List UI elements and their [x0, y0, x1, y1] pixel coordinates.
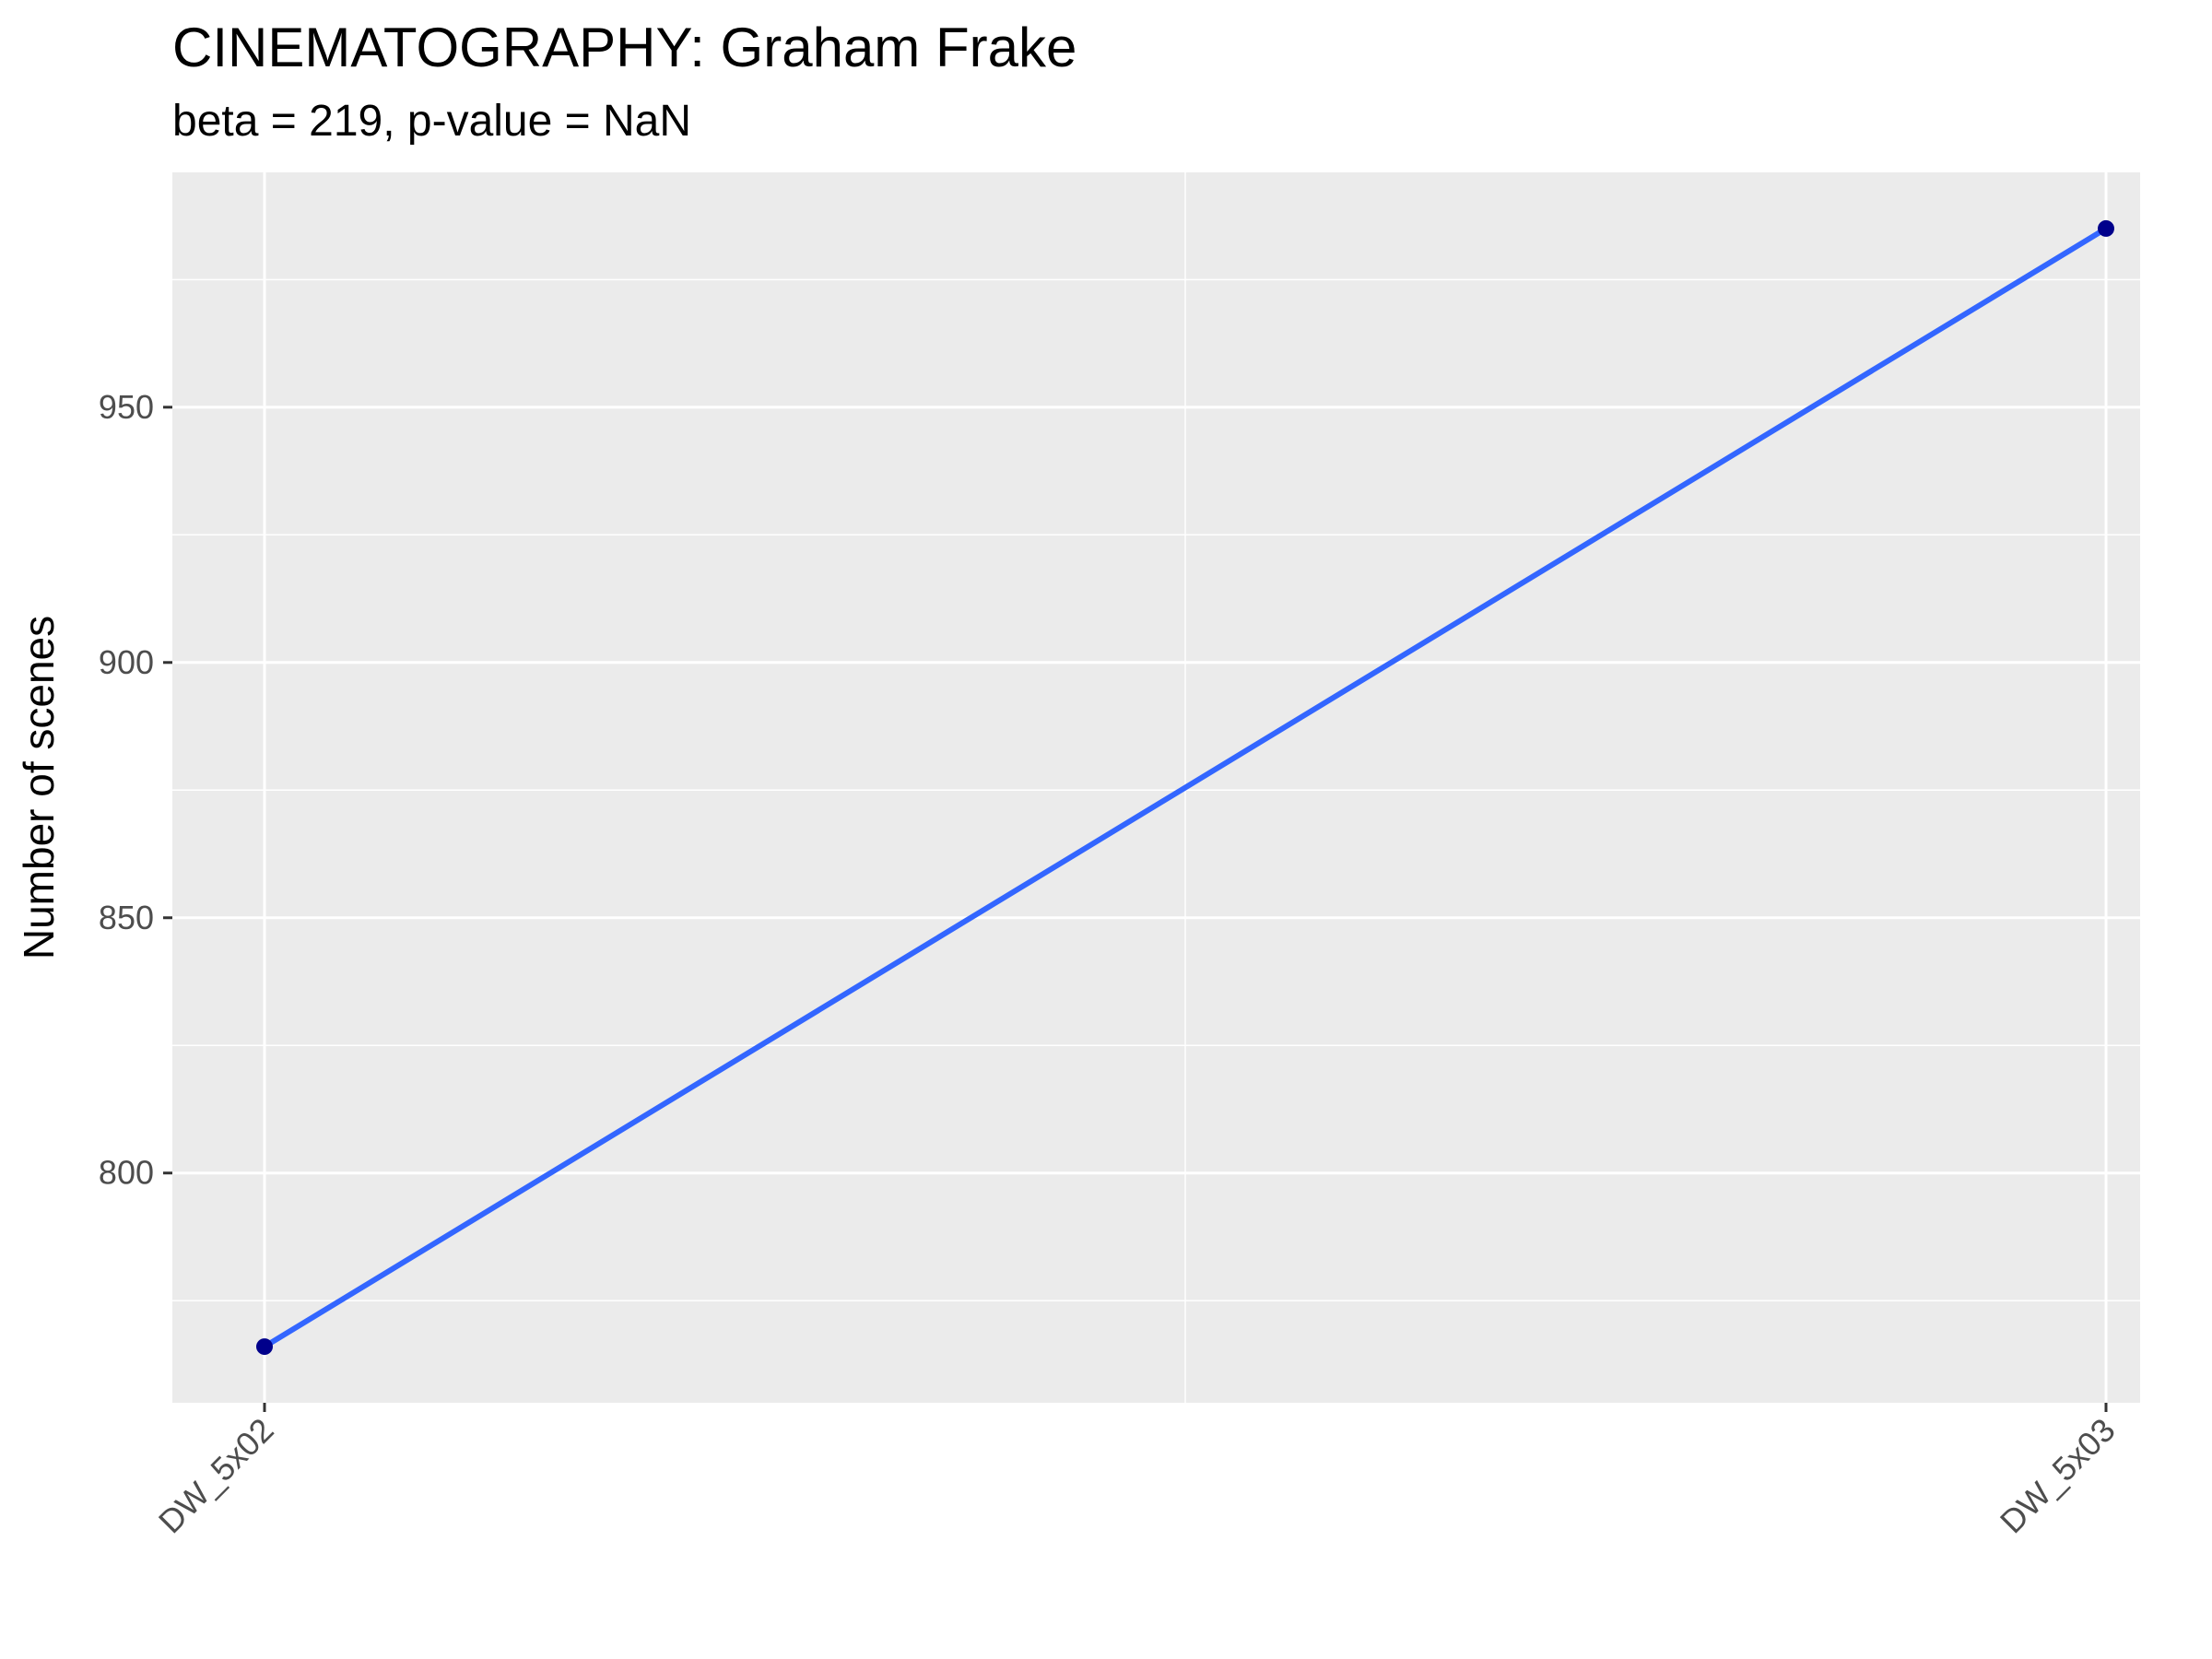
- y-tick-label: 900: [99, 643, 154, 681]
- chart-title: CINEMATOGRAPHY: Graham Frake: [172, 17, 1077, 78]
- minor-gridlines: [172, 278, 2140, 1301]
- data-point: [2098, 219, 2114, 237]
- chart-subtitle: beta = 219, p-value = NaN: [172, 97, 692, 146]
- x-tick-label: DW_5x03: [1993, 1411, 2123, 1541]
- series-layer: [256, 219, 2114, 1356]
- x-axis: DW_5x02 DW_5x03: [151, 1403, 2123, 1540]
- plot-panel: [172, 172, 2140, 1403]
- series-line: [262, 225, 2109, 1350]
- y-tick-label: 850: [99, 899, 154, 936]
- y-axis: 800 850 900 950: [99, 388, 172, 1192]
- y-axis-title: Number of scenes: [15, 616, 63, 959]
- x-tick-label: DW_5x02: [151, 1411, 281, 1541]
- y-tick-label: 950: [99, 388, 154, 426]
- data-point: [256, 1338, 273, 1356]
- y-tick-label: 800: [99, 1154, 154, 1192]
